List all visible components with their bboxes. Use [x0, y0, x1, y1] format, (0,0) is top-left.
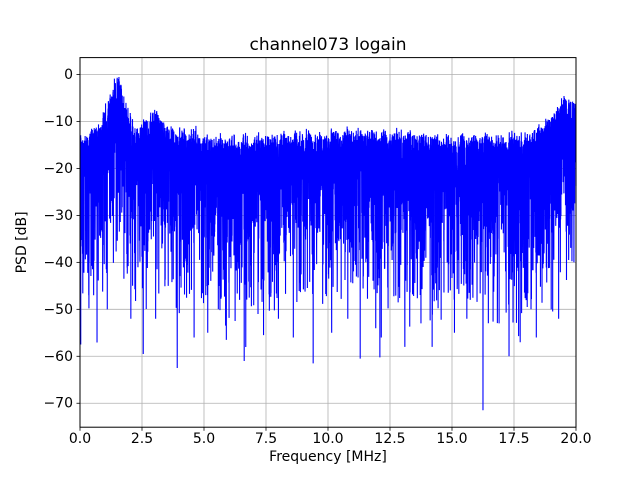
y-tick-label: −10	[43, 114, 73, 130]
x-axis-label: Frequency [MHz]	[269, 449, 387, 465]
y-tick-label: 0	[64, 67, 73, 83]
y-tick-label: −20	[43, 161, 73, 177]
chart-title: channel073 logain	[250, 35, 407, 55]
y-tick-label: −40	[43, 255, 73, 271]
x-tick-label: 20.0	[560, 431, 591, 447]
y-tick-label: −60	[43, 349, 73, 365]
x-tick-label: 7.5	[255, 431, 277, 447]
x-tick-label: 12.5	[374, 431, 405, 447]
x-tick-label: 5.0	[193, 431, 215, 447]
y-tick-label: −30	[43, 208, 73, 224]
x-tick-label: 17.5	[498, 431, 529, 447]
y-tick-label: −70	[43, 396, 73, 412]
x-tick-label: 15.0	[436, 431, 467, 447]
y-axis-label: PSD [dB]	[14, 211, 30, 273]
y-tick-label: −50	[43, 302, 73, 318]
x-tick-label: 0.0	[69, 431, 91, 447]
x-axis-ticks: 0.0 2.5 5.0 7.5 10.0 12.5 15.0 17.5 20.0	[69, 427, 592, 447]
y-axis-ticks: 0 −10 −20 −30 −40 −50 −60 −70	[43, 67, 80, 412]
x-tick-label: 10.0	[312, 431, 343, 447]
x-tick-label: 2.5	[131, 431, 153, 447]
psd-trace	[79, 76, 577, 411]
